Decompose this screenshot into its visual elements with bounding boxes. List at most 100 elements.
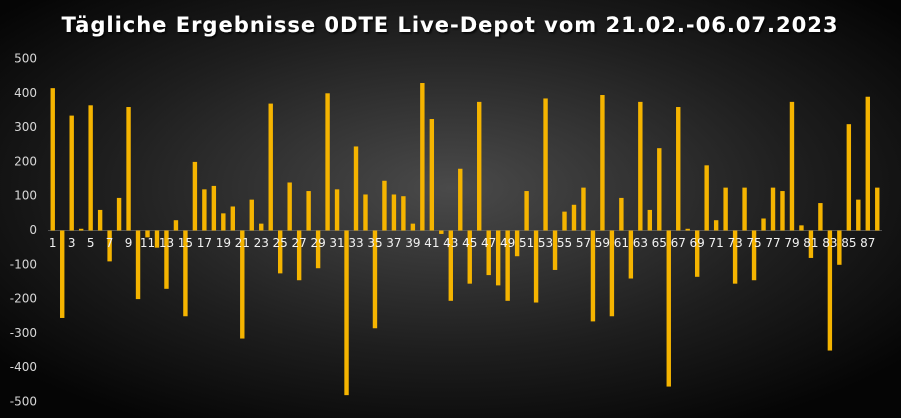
bar — [609, 230, 615, 317]
bar — [514, 230, 520, 257]
bar — [173, 220, 179, 231]
x-tick-label: 85 — [841, 236, 856, 250]
bar — [296, 230, 302, 281]
x-tick-label: 77 — [765, 236, 780, 250]
x-tick-label: 33 — [348, 236, 363, 250]
x-tick-label: 39 — [405, 236, 420, 250]
y-tick-label: -400 — [10, 360, 37, 374]
x-tick-label: 67 — [671, 236, 686, 250]
bar — [107, 230, 112, 262]
x-tick-label: 9 — [125, 236, 133, 250]
bar — [619, 197, 624, 231]
y-tick-label: -100 — [10, 257, 37, 271]
bar — [192, 161, 198, 231]
bar — [372, 230, 378, 329]
x-tick-label: 21 — [235, 236, 250, 250]
bar — [116, 197, 122, 231]
x-tick-label: 35 — [367, 236, 382, 250]
x-tick-label: 29 — [310, 236, 325, 250]
bar — [495, 230, 501, 286]
bar — [467, 230, 472, 284]
y-tick-label: -200 — [10, 292, 37, 306]
y-tick-label: 0 — [29, 223, 37, 237]
x-tick-label: 7 — [106, 236, 114, 250]
bar — [543, 98, 548, 231]
bar — [363, 194, 368, 231]
bar — [505, 230, 510, 301]
x-tick-label: 73 — [727, 236, 742, 250]
y-tick-label: -500 — [10, 395, 37, 409]
bar — [135, 230, 141, 300]
bar — [154, 230, 160, 248]
bar — [676, 107, 681, 231]
bar — [818, 203, 823, 231]
bar — [477, 101, 482, 231]
bar — [230, 206, 236, 231]
bar — [571, 204, 577, 231]
bar — [552, 230, 558, 270]
x-tick-label: 79 — [784, 236, 799, 250]
bar — [97, 209, 103, 231]
bar — [780, 191, 785, 231]
bar — [439, 230, 444, 234]
x-tick-label: 87 — [860, 236, 875, 250]
x-tick-label: 19 — [216, 236, 231, 250]
x-tick-label: 45 — [462, 236, 477, 250]
bar — [448, 230, 453, 301]
chart-title: Tägliche Ergebnisse 0DTE Live-Depot vom … — [62, 13, 839, 37]
bar — [837, 230, 842, 265]
x-tick-label: 3 — [68, 236, 76, 250]
x-tick-label: 63 — [633, 236, 648, 250]
x-tick-label: 43 — [443, 236, 458, 250]
bar — [410, 223, 416, 231]
bar — [704, 165, 709, 231]
bar — [856, 199, 861, 231]
bar — [287, 182, 292, 231]
x-tick-label: 5 — [87, 236, 95, 250]
bar — [808, 230, 814, 258]
bar — [420, 83, 425, 231]
x-tick-label: 23 — [254, 236, 269, 250]
y-tick-label: 500 — [14, 52, 37, 66]
bar — [60, 230, 65, 318]
bar — [581, 187, 586, 231]
y-tick-label: 200 — [14, 154, 37, 168]
x-tick-label: 51 — [519, 236, 534, 250]
x-tick-label: 71 — [709, 236, 724, 250]
bar — [458, 168, 463, 231]
bar — [183, 230, 188, 317]
x-tick-label: 13 — [159, 236, 174, 250]
bar — [126, 107, 131, 231]
x-tick-label: 27 — [292, 236, 307, 250]
y-tick-label: -300 — [10, 326, 37, 340]
bar — [325, 93, 330, 231]
bar — [221, 213, 226, 231]
bar — [562, 211, 567, 231]
bar — [657, 148, 662, 231]
bar — [600, 95, 605, 231]
x-tick-label: 25 — [273, 236, 288, 250]
bar — [789, 101, 795, 231]
bar — [770, 187, 776, 231]
bar — [315, 230, 321, 269]
bar — [145, 230, 150, 238]
bar — [382, 180, 387, 231]
bar — [638, 101, 643, 231]
x-tick-label: 53 — [538, 236, 553, 250]
bar — [240, 230, 245, 339]
bar — [751, 230, 757, 281]
bar — [78, 228, 84, 231]
bar — [69, 115, 74, 231]
bar — [429, 119, 435, 231]
bar — [666, 230, 671, 387]
bar — [590, 230, 596, 322]
bar — [533, 230, 539, 303]
y-tick-label: 400 — [14, 86, 37, 100]
x-tick-label: 69 — [690, 236, 705, 250]
x-tick-label: 17 — [197, 236, 212, 250]
x-tick-label: 65 — [652, 236, 667, 250]
bar — [723, 187, 728, 231]
bar — [799, 225, 804, 231]
